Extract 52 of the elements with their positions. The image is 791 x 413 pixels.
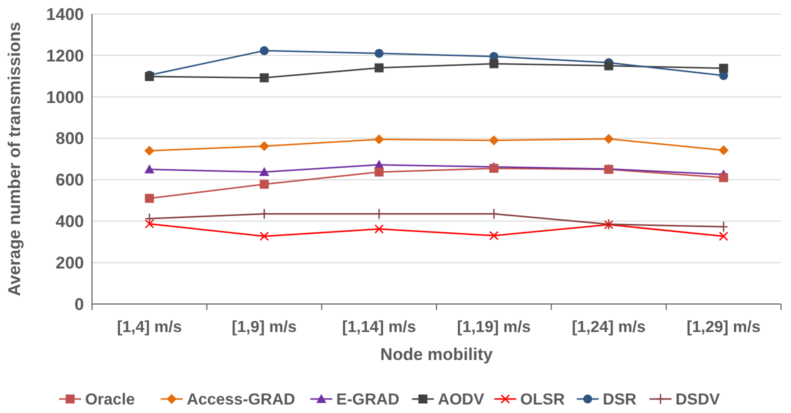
x-axis-title: Node mobility (380, 345, 494, 364)
point (260, 46, 269, 56)
y-tick-label: 1200 (46, 46, 84, 66)
point (719, 64, 728, 73)
x-tick-label: [1,9] m/s (232, 319, 297, 336)
x-tick-label: [1,29] m/s (686, 319, 761, 336)
legend-label: OLSR (520, 392, 566, 409)
point (259, 167, 270, 176)
legend-label: DSDV (676, 392, 720, 409)
y-tick-label: 0 (74, 294, 84, 314)
point (144, 194, 154, 203)
point (374, 63, 384, 72)
point (604, 61, 614, 70)
legend-label: DSR (602, 392, 637, 409)
point (260, 180, 269, 189)
x-tick-label: [1,24] m/s (572, 319, 646, 336)
legend-label: E-GRAD (336, 392, 400, 409)
point (144, 219, 154, 228)
point (374, 208, 384, 220)
point (260, 208, 269, 220)
point (718, 232, 728, 241)
x-tick-label: [1,4] m/s (116, 319, 182, 336)
y-tick-label: 400 (56, 212, 84, 232)
y-axis-title: Average number of transmissions (5, 22, 24, 296)
x-tick-label: [1,14] m/s (342, 319, 416, 336)
point (604, 134, 614, 144)
legend-label: AODV (438, 392, 484, 409)
point (489, 208, 499, 220)
point (374, 48, 384, 58)
point (144, 164, 154, 174)
point (259, 141, 270, 152)
y-tick-label: 800 (56, 129, 84, 148)
point (374, 168, 384, 177)
point (719, 173, 728, 182)
y-tick-label: 1000 (46, 88, 84, 107)
point (144, 213, 154, 224)
y-tick-label: 1400 (46, 4, 84, 24)
legend-label: Oracle (85, 392, 136, 409)
point (718, 145, 729, 156)
y-tick-label: 600 (56, 170, 84, 190)
point (374, 134, 384, 144)
point (260, 232, 269, 241)
point (489, 59, 498, 68)
point (260, 73, 269, 82)
point (718, 221, 728, 232)
x-tick-label: [1,19] m/s (457, 319, 531, 336)
point (488, 135, 499, 146)
point (144, 146, 154, 156)
y-tick-label: 200 (56, 254, 84, 273)
point (489, 230, 499, 240)
legend-label: Access-GRAD (186, 392, 296, 409)
point (374, 224, 384, 234)
